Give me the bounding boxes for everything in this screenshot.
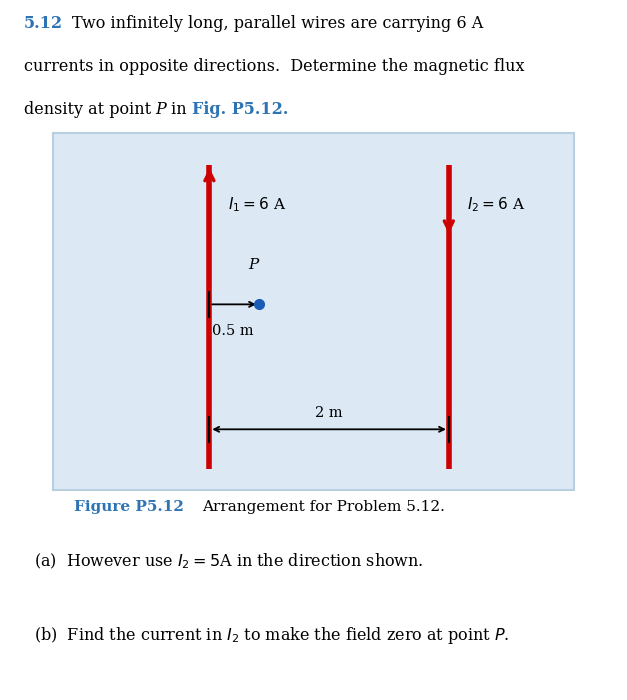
Text: 5.12: 5.12 [24, 15, 63, 32]
Text: Fig. P5.12.: Fig. P5.12. [192, 101, 288, 118]
Text: 0.5 m: 0.5 m [212, 324, 254, 338]
Text: P: P [248, 258, 259, 272]
FancyBboxPatch shape [53, 133, 574, 490]
Text: $I_2 = 6$ A: $I_2 = 6$ A [467, 195, 525, 214]
Text: Arrangement for Problem 5.12.: Arrangement for Problem 5.12. [202, 500, 445, 514]
Text: Two infinitely long, parallel wires are carrying 6 A: Two infinitely long, parallel wires are … [72, 15, 483, 32]
Text: $I_1 = 6$ A: $I_1 = 6$ A [228, 195, 286, 214]
Text: Figure P5.12: Figure P5.12 [74, 500, 184, 514]
Text: P: P [155, 101, 166, 118]
Text: density at point: density at point [24, 101, 156, 118]
Text: (b)  Find the current in $I_2$ to make the field zero at point $P$.: (b) Find the current in $I_2$ to make th… [34, 625, 509, 646]
Text: in: in [166, 101, 192, 118]
Text: 2 m: 2 m [315, 407, 343, 421]
Text: (a)  However use $I_2 = 5$A in the direction shown.: (a) However use $I_2 = 5$A in the direct… [34, 552, 423, 570]
Text: currents in opposite directions.  Determine the magnetic flux: currents in opposite directions. Determi… [24, 58, 524, 75]
